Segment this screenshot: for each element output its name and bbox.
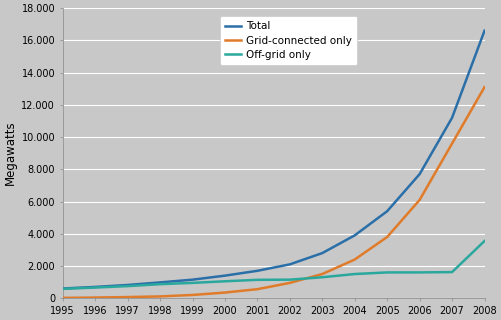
Off-grid only (92, 286, 98, 290)
Off-grid only (157, 282, 163, 286)
Off-grid only (417, 270, 423, 274)
Total (189, 278, 195, 282)
Grid-connected only (222, 291, 228, 294)
Grid-connected only (352, 258, 358, 261)
Total (384, 209, 390, 213)
Grid-connected only (417, 198, 423, 202)
Off-grid only (319, 275, 325, 279)
Grid-connected only (92, 296, 98, 300)
Off-grid only (287, 278, 293, 282)
Off-grid only (255, 278, 261, 282)
Total (92, 285, 98, 289)
Grid-connected only (157, 294, 163, 298)
Off-grid only (60, 287, 66, 291)
Grid-connected only (189, 293, 195, 297)
Line: Off-grid only: Off-grid only (63, 241, 484, 289)
Grid-connected only (384, 235, 390, 239)
Total (319, 251, 325, 255)
Grid-connected only (319, 272, 325, 276)
Legend: Total, Grid-connected only, Off-grid only: Total, Grid-connected only, Off-grid onl… (220, 16, 357, 65)
Grid-connected only (60, 296, 66, 300)
Grid-connected only (287, 281, 293, 285)
Total (449, 116, 455, 120)
Off-grid only (449, 270, 455, 274)
Total (157, 281, 163, 284)
Off-grid only (481, 239, 487, 243)
Y-axis label: Megawatts: Megawatts (4, 121, 17, 186)
Grid-connected only (125, 295, 131, 299)
Grid-connected only (449, 141, 455, 145)
Off-grid only (222, 279, 228, 283)
Line: Total: Total (63, 31, 484, 289)
Total (222, 274, 228, 277)
Off-grid only (352, 272, 358, 276)
Grid-connected only (481, 85, 487, 89)
Total (287, 262, 293, 266)
Off-grid only (125, 284, 131, 288)
Grid-connected only (255, 287, 261, 291)
Total (125, 283, 131, 287)
Total (417, 172, 423, 176)
Line: Grid-connected only: Grid-connected only (63, 87, 484, 298)
Off-grid only (189, 281, 195, 285)
Total (60, 287, 66, 291)
Total (352, 233, 358, 237)
Off-grid only (384, 270, 390, 274)
Total (481, 29, 487, 33)
Total (255, 269, 261, 273)
